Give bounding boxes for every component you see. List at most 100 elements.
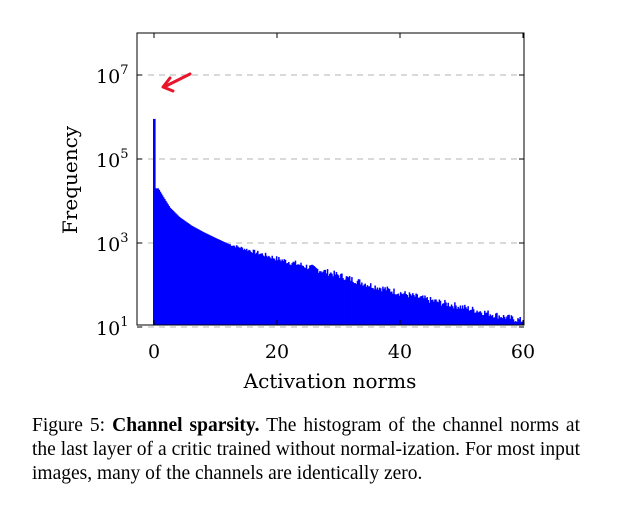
- y-tick-label: 101: [96, 315, 128, 340]
- histogram-bar: [334, 274, 337, 325]
- histogram-bar: [207, 234, 209, 325]
- histogram-bar: [196, 228, 198, 325]
- histogram-bar: [190, 225, 193, 325]
- histogram-bar: [189, 224, 192, 325]
- histogram-bar: [197, 229, 199, 325]
- histogram-bar: [413, 294, 415, 325]
- histogram-bar: [427, 300, 430, 325]
- histogram-bar: [286, 263, 289, 325]
- histogram-bar: [445, 302, 447, 325]
- histogram-bar: [335, 272, 338, 325]
- histogram-bar: [205, 233, 207, 325]
- histogram-bar: [295, 264, 298, 325]
- histogram-bar: [244, 250, 247, 325]
- histogram-bar: [497, 318, 499, 325]
- y-tick-label: 103: [96, 231, 128, 256]
- histogram-bar: [351, 277, 353, 325]
- histogram-bar: [219, 240, 221, 325]
- histogram-bar: [434, 299, 436, 325]
- histogram-bar: [470, 309, 473, 325]
- histogram-bar: [174, 212, 176, 325]
- histogram-bar: [353, 283, 355, 325]
- histogram-bar: [461, 305, 464, 325]
- histogram-bar: [180, 218, 183, 325]
- histogram-bar: [169, 207, 172, 325]
- histogram-bar: [408, 292, 411, 325]
- y-axis-label: Frequency: [58, 125, 82, 234]
- histogram-bar: [433, 301, 435, 325]
- plot-frame: [136, 32, 525, 326]
- histogram-bar: [382, 286, 384, 325]
- histogram-bar: [200, 230, 203, 325]
- histogram-bar: [446, 306, 448, 325]
- histogram-bar: [485, 312, 487, 325]
- histogram-bar: [265, 255, 268, 325]
- histogram-bar: [467, 306, 469, 325]
- histogram-bar: [282, 260, 285, 325]
- histogram-bar: [238, 247, 240, 325]
- histogram-bar: [239, 248, 241, 325]
- histogram-bar: [374, 285, 376, 325]
- histogram-bar: [417, 297, 420, 325]
- histogram-bar: [325, 273, 328, 325]
- histogram-bar: [393, 288, 395, 325]
- histogram-bar: [389, 291, 392, 325]
- histogram-bar: [358, 279, 361, 325]
- histogram-bar: [365, 286, 368, 325]
- histogram-bar: [425, 298, 427, 325]
- histogram-bars: [153, 118, 525, 325]
- histogram-bar: [168, 206, 171, 325]
- histogram-bar: [508, 314, 510, 325]
- histogram-bar: [195, 227, 197, 325]
- histogram-bar: [510, 315, 513, 325]
- histogram-bar: [242, 249, 245, 325]
- histogram-bar: [512, 319, 515, 325]
- histogram-bar: [373, 289, 375, 325]
- x-tick-label: 20: [265, 341, 289, 363]
- histogram-bar: [267, 257, 269, 325]
- histogram-bar: [405, 294, 407, 325]
- histogram-bar: [310, 265, 312, 325]
- histogram-bar: [279, 259, 281, 325]
- histogram-bar: [217, 239, 219, 325]
- histogram-bar: [398, 295, 401, 325]
- histogram-bar: [233, 245, 236, 325]
- histogram-bar: [502, 315, 505, 325]
- histogram-bar: [232, 245, 235, 325]
- histogram-bar: [298, 264, 300, 325]
- histogram-bar: [240, 246, 242, 325]
- histogram-bar: [516, 321, 518, 325]
- histogram-bar: [492, 317, 495, 325]
- histogram-bar: [198, 229, 200, 325]
- histogram-bar: [251, 252, 254, 325]
- histogram-bar: [314, 267, 317, 325]
- histogram-bar: [269, 257, 271, 325]
- histogram-bar: [395, 294, 397, 325]
- histogram-bar: [371, 287, 373, 325]
- x-tick-label: 0: [148, 341, 160, 363]
- histogram-bar: [458, 308, 461, 325]
- figure-label: Figure 5:: [32, 415, 113, 436]
- histogram-bar: [336, 274, 339, 325]
- histogram-bar: [330, 272, 332, 325]
- histogram-bar: [302, 265, 304, 325]
- histogram-bar: [396, 294, 399, 325]
- histogram-bar: [308, 268, 310, 325]
- histogram-bar: [357, 279, 360, 325]
- histogram-bar: [165, 200, 167, 325]
- histogram-bar: [155, 188, 157, 325]
- histogram-bar: [288, 262, 290, 325]
- histogram-bar: [480, 312, 483, 325]
- histogram-bar: [254, 253, 257, 325]
- histogram-bar: [475, 312, 477, 325]
- spike-bar: [153, 118, 156, 325]
- histogram-bar: [517, 318, 519, 325]
- histogram-bar: [164, 199, 166, 325]
- histogram-bar: [520, 321, 523, 325]
- y-tick-label: 107: [96, 63, 128, 88]
- histogram-bar: [414, 296, 416, 325]
- caption-title: Channel sparsity.: [112, 415, 260, 436]
- histogram-bar: [331, 273, 333, 325]
- histogram-bar: [438, 299, 441, 325]
- histogram-bar: [435, 299, 437, 325]
